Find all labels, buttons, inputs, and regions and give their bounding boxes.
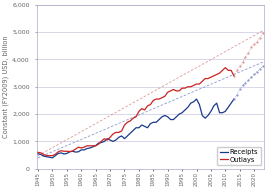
Point <box>246 51 250 54</box>
Receipts <box>37 153 40 155</box>
Outlays <box>45 154 48 157</box>
Receipts <box>152 121 155 123</box>
Point <box>261 65 265 68</box>
Point <box>258 67 262 70</box>
Outlays <box>37 151 40 153</box>
Outlays <box>189 86 192 88</box>
Outlays <box>152 99 155 101</box>
Receipts <box>77 151 80 153</box>
Outlays <box>77 146 80 148</box>
Point <box>255 70 259 73</box>
Point <box>235 69 239 72</box>
Point <box>261 32 265 35</box>
Point <box>246 78 250 81</box>
Receipts <box>230 102 233 104</box>
Receipts <box>195 98 198 100</box>
Receipts <box>71 150 74 152</box>
Receipts <box>189 102 192 104</box>
Point <box>243 81 248 84</box>
Receipts <box>232 98 235 100</box>
Line: Outlays: Outlays <box>38 68 234 156</box>
Point <box>252 73 256 76</box>
Receipts <box>54 154 57 157</box>
Outlays <box>54 153 57 155</box>
Point <box>243 55 248 58</box>
Point <box>255 40 259 43</box>
Point <box>232 74 236 77</box>
Outlays <box>232 75 235 77</box>
Legend: Receipts, Outlays: Receipts, Outlays <box>217 147 261 165</box>
Point <box>252 43 256 46</box>
Point <box>241 84 245 87</box>
Y-axis label: Constant (FY2009) USD, billion: Constant (FY2009) USD, billion <box>3 36 9 138</box>
Line: Receipts: Receipts <box>38 99 234 158</box>
Point <box>238 88 242 91</box>
Outlays <box>224 67 227 69</box>
Point <box>241 61 245 64</box>
Point <box>235 93 239 96</box>
Outlays <box>230 69 233 71</box>
Point <box>249 46 253 49</box>
Outlays <box>71 150 74 152</box>
Point <box>249 76 253 79</box>
Point <box>232 98 236 101</box>
Receipts <box>51 157 54 159</box>
Point <box>238 65 242 68</box>
Point <box>258 36 262 39</box>
